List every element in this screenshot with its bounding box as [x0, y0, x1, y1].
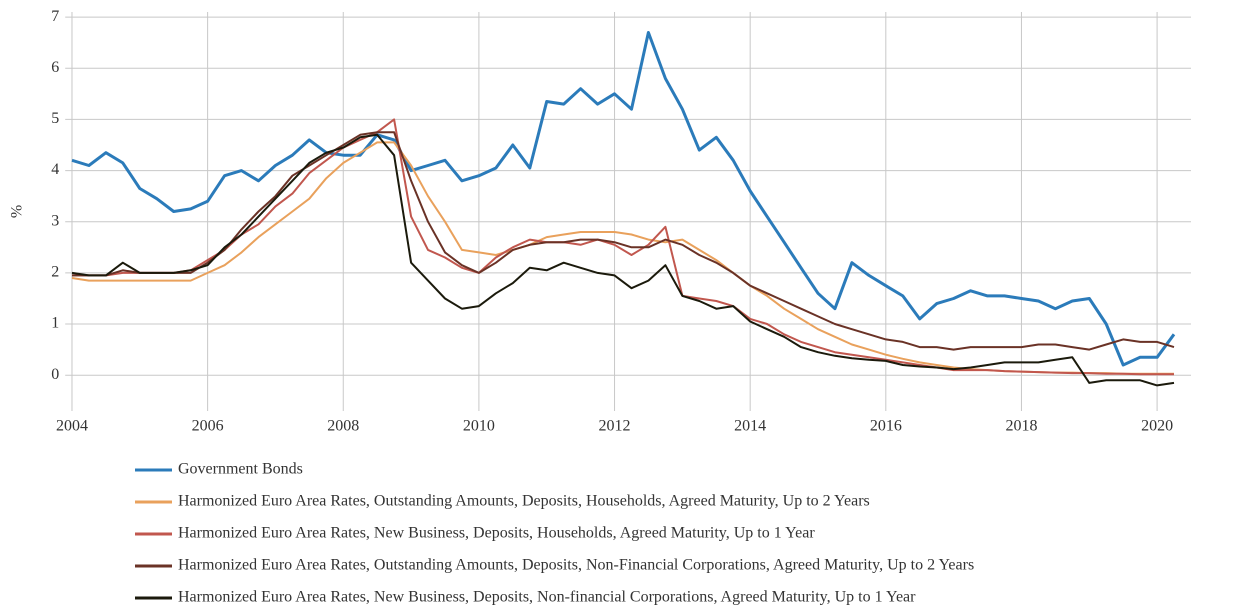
y-axis-label: % [9, 205, 26, 218]
x-tick-label: 2016 [870, 418, 902, 435]
series-line [71, 141, 1174, 375]
x-tick-label: 2010 [463, 418, 495, 435]
x-tick-label: 2020 [1141, 418, 1173, 435]
legend-label: Government Bonds [178, 461, 303, 478]
x-tick-label: 2014 [734, 418, 766, 435]
y-tick-label: 7 [51, 8, 59, 25]
y-tick-label: 0 [51, 366, 59, 383]
x-tick-label: 2006 [192, 418, 224, 435]
legend-label: Harmonized Euro Area Rates, Outstanding … [178, 557, 974, 574]
x-tick-label: 2012 [599, 418, 631, 435]
y-tick-label: 3 [51, 212, 59, 229]
x-tick-label: 2018 [1005, 418, 1037, 435]
legend-label: Harmonized Euro Area Rates, New Business… [178, 589, 916, 606]
series-line [72, 118, 1174, 376]
y-tick-label: 6 [51, 59, 59, 76]
y-tick-label: 5 [51, 110, 59, 127]
legend-label: Harmonized Euro Area Rates, Outstanding … [178, 493, 870, 510]
y-tick-label: 4 [51, 161, 59, 178]
series-line [71, 31, 1176, 367]
series-line [71, 133, 1175, 387]
x-tick-label: 2008 [327, 418, 359, 435]
y-tick-label: 1 [51, 315, 59, 332]
x-tick-label: 2004 [56, 418, 88, 435]
series-line [72, 131, 1175, 351]
y-tick-label: 2 [51, 264, 59, 281]
legend-label: Harmonized Euro Area Rates, New Business… [178, 525, 815, 542]
